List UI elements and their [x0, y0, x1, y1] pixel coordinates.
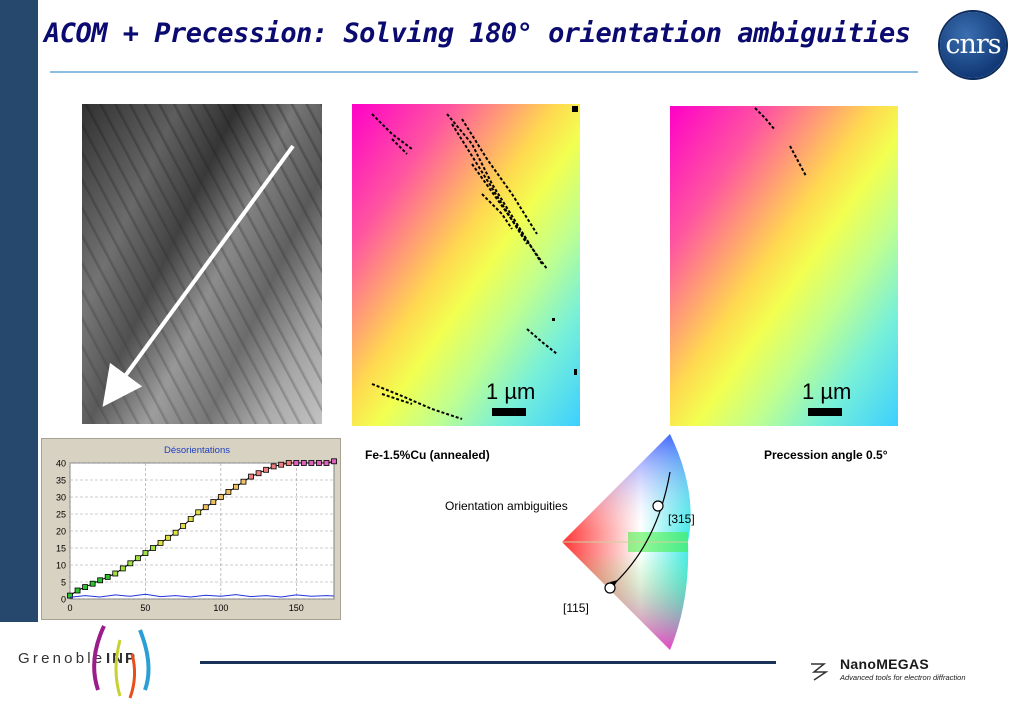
nanomegas-tagline: Advanced tools for electron diffraction [840, 673, 966, 682]
title-underline [50, 71, 918, 73]
data-point [263, 466, 270, 473]
cnrs-logo-text: cnrs [945, 29, 1001, 60]
scalebar [808, 408, 842, 416]
data-point [308, 460, 315, 466]
y-tick-label: 30 [56, 493, 66, 503]
data-point [104, 573, 111, 580]
profile-arrow [102, 144, 295, 407]
data-point [119, 565, 126, 572]
slide-title: ACOM + Precession: Solving 180° orientat… [44, 18, 911, 49]
chart-series [67, 458, 337, 599]
misorientation-chart-panel: Désorientations 0 5 10 15 20 25 30 35 40 0 50 100 1… [41, 438, 341, 620]
data-point [270, 463, 277, 470]
inp-logo-text: INP [106, 650, 138, 667]
y-tick-label: 35 [56, 476, 66, 486]
data-point [316, 460, 322, 466]
y-tick-label: 40 [56, 459, 66, 469]
data-point [97, 577, 104, 584]
data-point [202, 504, 209, 511]
nanomegas-logo-icon [811, 663, 829, 681]
orientation-map-no-precession: 1 µm [352, 104, 580, 426]
data-point [278, 461, 285, 468]
data-point [165, 534, 171, 541]
pole-315-marker [652, 500, 664, 512]
x-tick-label: 150 [289, 603, 304, 613]
data-point [134, 555, 141, 562]
chart-grid [69, 462, 334, 600]
cnrs-logo: cnrs [940, 12, 1006, 78]
data-point [293, 460, 300, 466]
direction-315-label: [315] [668, 512, 695, 526]
data-point [74, 587, 81, 594]
series-line [69, 593, 335, 598]
data-point [89, 580, 96, 587]
sample-caption: Fe-1.5%Cu (annealed) [365, 448, 490, 462]
y-tick-label: 0 [61, 595, 66, 605]
residual-boundaries [754, 107, 807, 177]
data-point [248, 473, 254, 480]
data-point [172, 529, 179, 536]
grenoble-inp-arcs-logo [92, 625, 151, 699]
x-tick-labels: 0 50 100 150 [67, 603, 303, 613]
data-point [323, 460, 330, 466]
bright-field-image [82, 104, 322, 424]
data-point [157, 540, 164, 546]
data-point [150, 545, 156, 551]
data-point [210, 499, 217, 505]
ambiguity-path [613, 471, 671, 585]
data-point [67, 592, 73, 599]
y-tick-label: 15 [56, 544, 66, 554]
data-point [240, 478, 247, 485]
data-point [112, 570, 119, 577]
y-tick-label: 10 [56, 561, 66, 571]
data-point [187, 516, 194, 522]
scalebar [492, 408, 526, 416]
data-point [331, 458, 337, 465]
data-point [217, 494, 224, 500]
data-point [127, 560, 134, 567]
footer-rule [200, 661, 776, 664]
data-point [195, 509, 202, 516]
nanomegas-name: NanoMEGAS [840, 656, 930, 672]
data-point [300, 460, 307, 466]
data-point [225, 489, 232, 495]
data-point [285, 460, 292, 466]
data-point [82, 584, 88, 591]
y-tick-label: 25 [56, 510, 66, 520]
scalebar-label: 1 µm [486, 379, 536, 404]
left-sidebar-band [0, 0, 38, 622]
data-point [142, 550, 149, 556]
precession-caption: Precession angle 0.5° [764, 448, 888, 462]
ambiguity-note: Orientation ambiguities [445, 499, 568, 513]
scalebar-label: 1 µm [802, 379, 852, 404]
x-tick-label: 0 [67, 603, 72, 613]
data-point [233, 483, 239, 490]
y-tick-label: 20 [56, 527, 66, 537]
orientation-map-precession: 1 µm [670, 106, 898, 426]
x-tick-label: 50 [140, 603, 150, 613]
misorientation-chart: Désorientations 0 5 10 15 20 25 30 35 40 0 50 100 1… [56, 445, 337, 613]
inverse-pole-figure [562, 434, 691, 650]
direction-115-label: [115] [563, 601, 589, 615]
y-tick-label: 5 [61, 578, 66, 588]
grenoble-logo-text: Grenoble [18, 650, 106, 667]
pole-115-marker [604, 582, 616, 594]
chart-title: Désorientations [164, 445, 230, 456]
data-point [255, 470, 262, 477]
x-tick-label: 100 [213, 603, 228, 613]
ambiguity-boundaries [371, 106, 578, 420]
y-tick-labels: 0 5 10 15 20 25 30 35 40 [56, 459, 66, 605]
data-point [180, 523, 187, 529]
